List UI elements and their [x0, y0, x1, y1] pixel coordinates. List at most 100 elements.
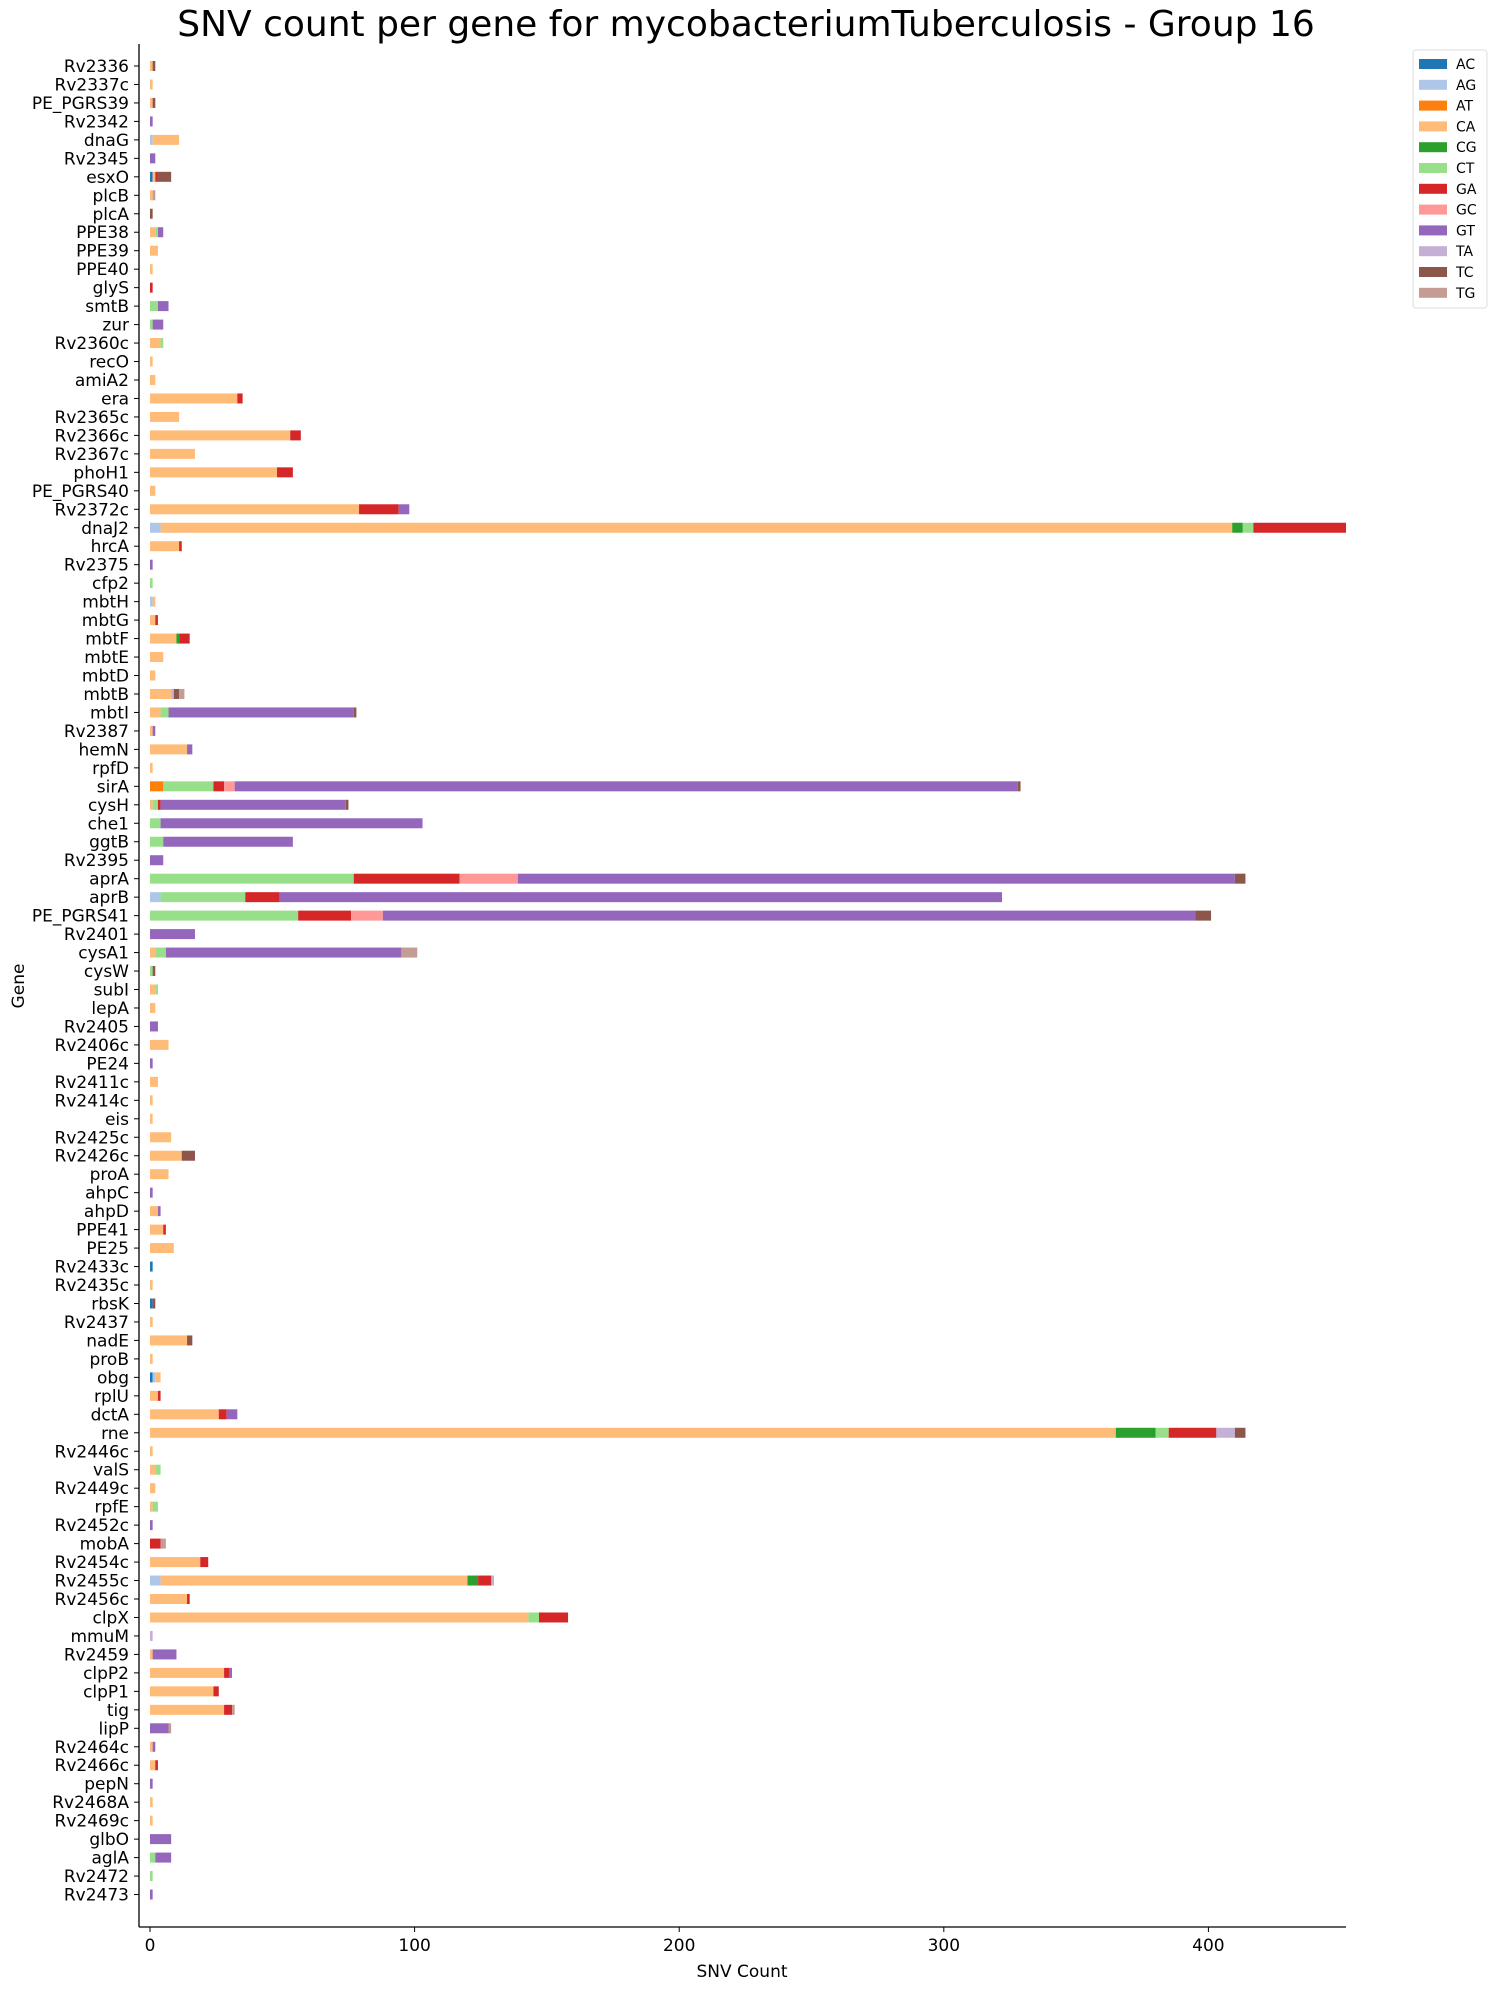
y-tick-label: PE_PGRS39: [32, 94, 129, 114]
legend-swatch-gc: [1419, 204, 1447, 215]
y-tick-label: PPE39: [76, 242, 129, 262]
y-tick-label: ggtB: [89, 833, 129, 853]
bar-segment-ca: [150, 1557, 201, 1568]
bar-segment-ct: [160, 707, 169, 718]
y-tick-label: subI: [94, 981, 129, 1001]
y-tick-label: Rv2452c: [55, 1516, 129, 1536]
bar-segment-ga: [538, 1612, 569, 1623]
bar-segment-ga: [179, 633, 190, 644]
legend-label-ag: AG: [1456, 78, 1476, 94]
y-tick-label: esxO: [86, 168, 129, 188]
y-tick-label: dnaJ2: [81, 519, 129, 539]
y-tick-label: cysA1: [78, 944, 129, 964]
y-tick-label: mobA: [80, 1535, 130, 1555]
y-tick-label: Rv2365c: [55, 408, 129, 428]
bar-segment-ca: [150, 485, 156, 496]
bar-segment-ca: [150, 374, 156, 385]
legend-label-gc: GC: [1456, 203, 1477, 219]
bar-segment-ca: [150, 1039, 169, 1050]
bar-segment-ca: [150, 430, 291, 441]
bar-segment-ca: [150, 1427, 1116, 1438]
y-tick-label: Rv2433c: [55, 1258, 129, 1278]
x-tick-layer: 0 100 200 300 400: [145, 1927, 1225, 1956]
y-tick-label: Rv2366c: [55, 426, 129, 446]
x-tick-label: 100: [398, 1936, 430, 1956]
y-tick-label: nadE: [86, 1331, 129, 1351]
bar-segment-ca: [150, 541, 180, 552]
bar-segment-gt: [150, 855, 164, 866]
y-tick-label: tig: [107, 1701, 129, 1721]
y-tick-label: era: [101, 389, 129, 409]
legend-label-cg: CG: [1456, 140, 1477, 156]
bar-segment-at: [150, 781, 164, 792]
y-tick-label: che1: [88, 814, 129, 834]
bar-segment-gt: [157, 301, 169, 312]
bar-segment-gt: [152, 725, 156, 736]
y-tick-label: mbtE: [84, 648, 129, 668]
bar-segment-gt: [155, 1852, 172, 1863]
bar-segment-tc: [1234, 873, 1246, 884]
bar-segment-ga: [224, 1704, 233, 1715]
legend-swatch-tg: [1419, 287, 1447, 298]
y-tick-label: mbtF: [85, 630, 129, 650]
y-tick-label: mmuM: [70, 1627, 129, 1647]
bar-segment-ca: [150, 393, 238, 404]
legend-label-ct: CT: [1456, 161, 1475, 177]
y-tick-label: Rv2406c: [55, 1036, 129, 1056]
bar-segment-ga: [179, 541, 182, 552]
y-tick-label: Rv2360c: [55, 334, 129, 354]
legend-label-at: AT: [1456, 99, 1473, 115]
bar-segment-gt: [150, 1187, 153, 1198]
bar-segment-ca: [150, 1649, 153, 1660]
bar-segment-gt: [163, 836, 293, 847]
bar-segment-ca: [150, 227, 156, 238]
bar-segment-ca: [152, 596, 156, 607]
bar-segment-ca: [160, 1575, 468, 1586]
bar-segment-gt: [187, 744, 193, 755]
y-tick-label: Rv2454c: [55, 1553, 129, 1573]
bar-segment-ca: [150, 79, 153, 90]
y-tick-label: obg: [97, 1368, 129, 1388]
bar-segment-gt: [150, 153, 156, 164]
bar-segment-ca: [150, 1464, 156, 1475]
bar-segment-ca: [152, 134, 180, 145]
y-tick-label: rbsK: [91, 1294, 130, 1314]
y-tick-label: rplU: [94, 1387, 129, 1407]
bar-segment-ga: [157, 799, 161, 810]
bar-segment-ct: [1242, 522, 1254, 533]
bar-segment-gt: [150, 929, 195, 940]
bar-segment-cg: [467, 1575, 479, 1586]
bar-segment-ga: [155, 1760, 158, 1771]
bar-segment-ca: [150, 688, 172, 699]
y-tick-label: aprB: [89, 888, 129, 908]
bar-segment-ca: [150, 1797, 153, 1808]
legend: AC AG AT CA CG CT GA GC GT TA TC TG: [1412, 49, 1488, 309]
bar-segment-tg: [232, 1704, 235, 1715]
bar-segment-ga: [150, 1538, 161, 1549]
y-tick-label: mbtG: [82, 611, 129, 631]
bar-segment-gt: [279, 892, 1003, 903]
bar-segment-ga: [1168, 1427, 1217, 1438]
bar-segment-cg: [1232, 522, 1243, 533]
bar-segment-ga: [213, 1686, 219, 1697]
y-tick-label: Rv2411c: [55, 1073, 129, 1093]
bar-segment-tc: [1195, 910, 1212, 921]
y-tick-label: PPE38: [76, 223, 129, 243]
bar-segment-cg: [1115, 1427, 1156, 1438]
bar-segment-gt: [160, 818, 423, 829]
bar-segment-ca: [150, 356, 153, 367]
bar-segment-gt: [226, 1409, 238, 1420]
y-tick-label: Rv2449c: [55, 1479, 129, 1499]
bar-segment-gt: [165, 947, 402, 958]
bar-segment-ca: [150, 1243, 174, 1254]
y-tick-label: Rv2472: [64, 1867, 129, 1887]
bar-segment-tc: [173, 688, 180, 699]
bar-segment-ga: [157, 1390, 161, 1401]
bar-segment-ct: [150, 319, 153, 330]
bar-segment-ca: [150, 264, 153, 275]
bar-segment-ac: [150, 171, 153, 182]
y-tick-label: cysW: [84, 962, 129, 982]
bar-segment-ca: [150, 504, 360, 515]
